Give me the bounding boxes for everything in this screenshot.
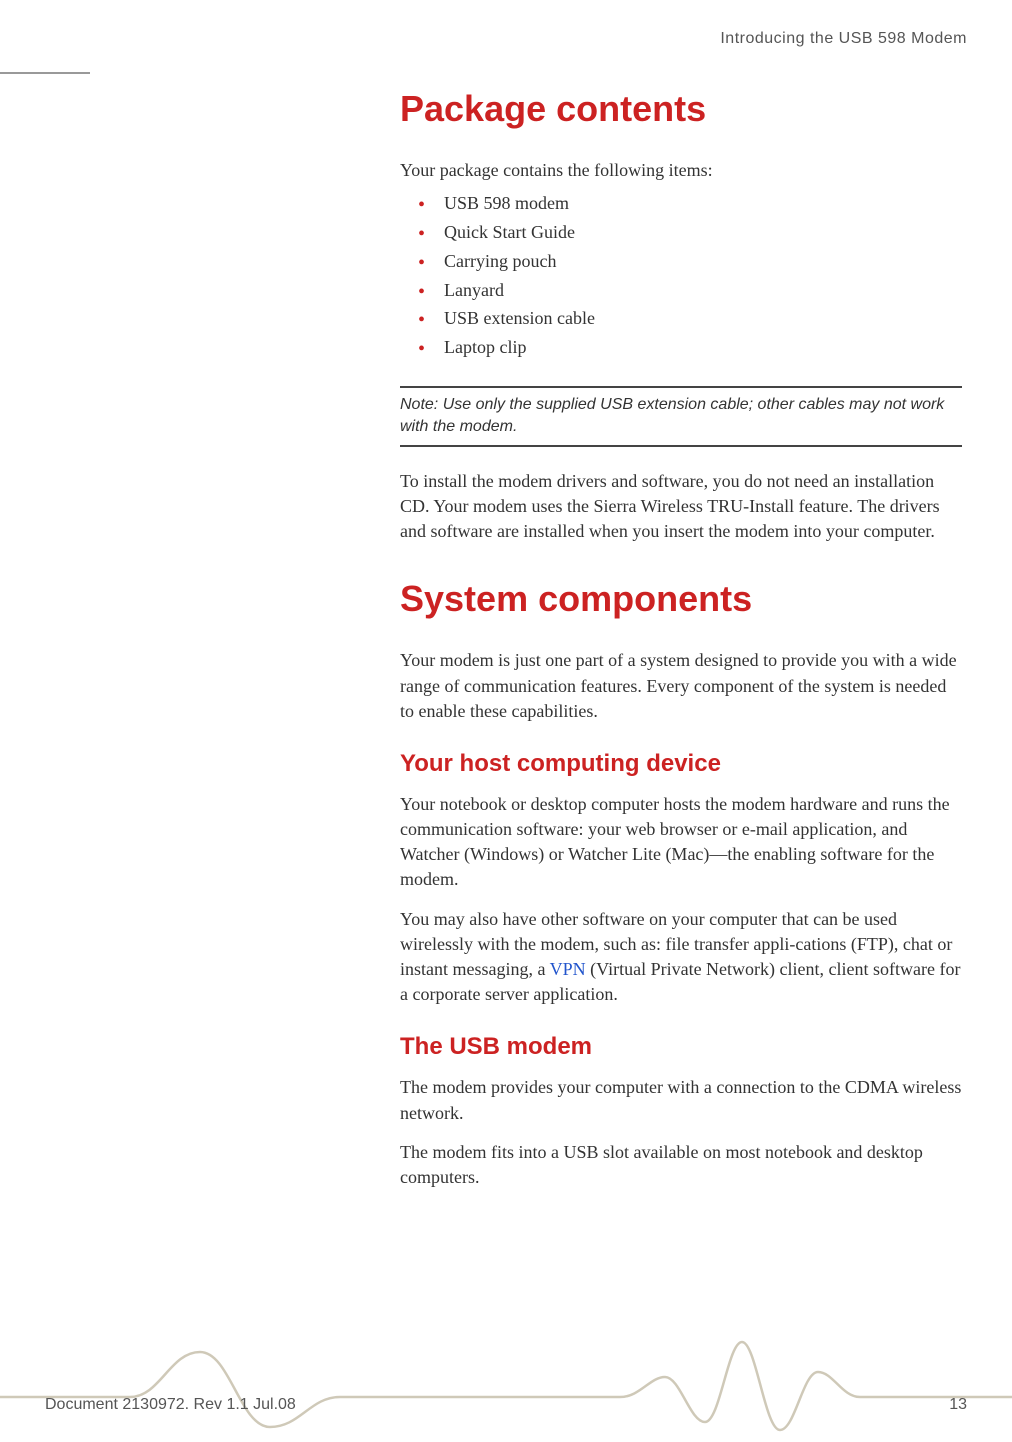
side-rule xyxy=(0,72,90,74)
package-intro: Your package contains the following item… xyxy=(400,158,962,183)
modem-para2: The modem fits into a USB slot available… xyxy=(400,1140,962,1190)
signal-wave-graphic xyxy=(0,1322,1012,1442)
host-para1: Your notebook or desktop computer hosts … xyxy=(400,792,962,893)
vpn-link[interactable]: VPN xyxy=(550,959,586,979)
note-body: Use only the supplied USB extension cabl… xyxy=(400,396,944,435)
package-items-list: USB 598 modem Quick Start Guide Carrying… xyxy=(400,189,962,362)
heading-host-device: Your host computing device xyxy=(400,750,962,778)
heading-package-contents: Package contents xyxy=(400,88,962,130)
list-item: Laptop clip xyxy=(400,333,962,362)
list-item: Lanyard xyxy=(400,276,962,305)
list-item: USB extension cable xyxy=(400,304,962,333)
note-box: Note: Use only the supplied USB extensio… xyxy=(400,386,962,447)
note-text: Note: Use only the supplied USB extensio… xyxy=(400,394,962,439)
page-footer: Document 2130972. Rev 1.1 Jul.08 13 xyxy=(45,1396,967,1414)
list-item: Quick Start Guide xyxy=(400,218,962,247)
page-number: 13 xyxy=(949,1396,967,1414)
heading-usb-modem: The USB modem xyxy=(400,1033,962,1061)
doc-info: Document 2130972. Rev 1.1 Jul.08 xyxy=(45,1396,296,1414)
document-page: Introducing the USB 598 Modem Package co… xyxy=(0,0,1012,1442)
heading-system-components: System components xyxy=(400,578,962,620)
main-content: Package contents Your package contains t… xyxy=(400,88,967,1190)
note-label: Note: xyxy=(400,396,438,413)
install-paragraph: To install the modem drivers and softwar… xyxy=(400,469,962,545)
chapter-header: Introducing the USB 598 Modem xyxy=(45,30,967,48)
host-para2: You may also have other software on your… xyxy=(400,907,962,1008)
modem-para1: The modem provides your computer with a … xyxy=(400,1075,962,1125)
list-item: USB 598 modem xyxy=(400,189,962,218)
list-item: Carrying pouch xyxy=(400,247,962,276)
system-intro: Your modem is just one part of a system … xyxy=(400,648,962,724)
